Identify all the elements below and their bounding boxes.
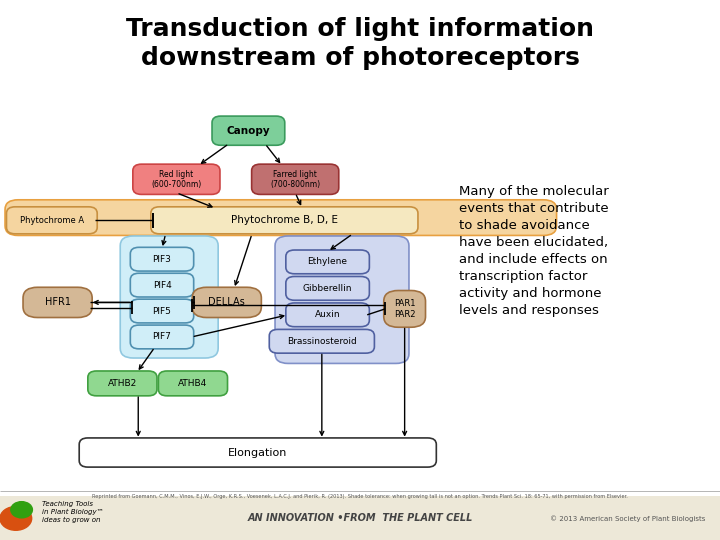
Text: AN INNOVATION •FROM  THE PLANT CELL: AN INNOVATION •FROM THE PLANT CELL [247,514,473,523]
Text: ATHB2: ATHB2 [108,379,137,388]
FancyBboxPatch shape [269,329,374,353]
FancyBboxPatch shape [286,276,369,300]
Text: Teaching Tools
in Plant Biology™
ideas to grow on: Teaching Tools in Plant Biology™ ideas t… [42,501,104,523]
FancyBboxPatch shape [158,371,228,396]
Text: PIF5: PIF5 [153,307,171,315]
FancyBboxPatch shape [384,291,426,327]
FancyBboxPatch shape [252,164,339,194]
Text: ATHB4: ATHB4 [179,379,207,388]
Text: PIF7: PIF7 [153,333,171,341]
Text: Phytochrome A: Phytochrome A [19,216,84,225]
Text: DELLAs: DELLAs [208,298,246,307]
FancyBboxPatch shape [151,207,418,234]
FancyBboxPatch shape [275,236,409,363]
Circle shape [11,502,32,518]
Text: Many of the molecular
events that contribute
to shade avoidance
have been elucid: Many of the molecular events that contri… [459,185,609,317]
Text: Reprinted from Goemann, C.M.M., Vinos, E.J.W., Orge, K.R.S., Voesenek, L.A.C.J. : Reprinted from Goemann, C.M.M., Vinos, E… [92,494,628,498]
FancyBboxPatch shape [130,273,194,297]
Circle shape [0,507,32,530]
Text: Gibberellin: Gibberellin [303,284,352,293]
FancyBboxPatch shape [286,250,369,274]
FancyBboxPatch shape [6,207,97,234]
Text: Brassinosteroid: Brassinosteroid [287,337,356,346]
FancyBboxPatch shape [23,287,92,318]
FancyBboxPatch shape [130,325,194,349]
Text: Canopy: Canopy [227,126,270,136]
Text: © 2013 American Society of Plant Biologists: © 2013 American Society of Plant Biologi… [550,515,706,522]
Text: Transduction of light information
downstream of photoreceptors: Transduction of light information downst… [126,17,594,70]
Text: Elongation: Elongation [228,448,287,457]
Text: HFR1: HFR1 [45,298,71,307]
FancyBboxPatch shape [130,247,194,271]
Text: PIF3: PIF3 [153,255,171,264]
FancyBboxPatch shape [79,438,436,467]
FancyBboxPatch shape [0,496,720,540]
FancyBboxPatch shape [133,164,220,194]
Text: Red light
(600-700nm): Red light (600-700nm) [151,170,202,189]
Text: Phytochrome B, D, E: Phytochrome B, D, E [231,215,338,225]
Text: PIF4: PIF4 [153,281,171,289]
FancyBboxPatch shape [5,200,557,235]
FancyBboxPatch shape [286,303,369,327]
FancyBboxPatch shape [88,371,157,396]
Text: Auxin: Auxin [315,310,341,319]
FancyBboxPatch shape [130,299,194,323]
Text: PAR1
PAR2: PAR1 PAR2 [394,299,415,319]
Text: Farred light
(700-800nm): Farred light (700-800nm) [270,170,320,189]
FancyBboxPatch shape [120,236,218,358]
FancyBboxPatch shape [192,287,261,318]
Text: Ethylene: Ethylene [307,258,348,266]
FancyBboxPatch shape [212,116,285,145]
